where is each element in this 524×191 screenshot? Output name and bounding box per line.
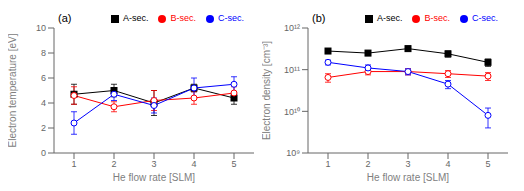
html-text:C-sec.: C-sec. — [218, 13, 244, 23]
html-text:A-sec.: A-sec. — [377, 13, 403, 23]
svg-text:4: 4 — [445, 159, 450, 169]
svg-text:8: 8 — [41, 48, 46, 58]
svg-text:5: 5 — [231, 159, 236, 169]
svg-text:He flow rate [SLM]: He flow rate [SLM] — [113, 172, 195, 183]
html-text:(b): (b) — [312, 12, 326, 24]
svg-text:2: 2 — [365, 159, 370, 169]
svg-text:10¹⁰: 10¹⁰ — [284, 107, 300, 117]
svg-text:5: 5 — [485, 159, 490, 169]
svg-text:2: 2 — [111, 159, 116, 169]
svg-text:10¹²: 10¹² — [284, 23, 300, 33]
svg-text:1: 1 — [71, 159, 76, 169]
svg-text:4: 4 — [191, 159, 196, 169]
html-text:B-sec.: B-sec. — [424, 13, 450, 23]
svg-text:10⁹: 10⁹ — [286, 148, 300, 158]
svg-text:Electron temperature [eV]: Electron temperature [eV] — [8, 33, 18, 147]
svg-text:2: 2 — [41, 123, 46, 133]
svg-text:10¹¹: 10¹¹ — [284, 65, 300, 75]
svg-text:3: 3 — [151, 159, 156, 169]
html-text:A-sec.: A-sec. — [123, 13, 149, 23]
svg-text:4: 4 — [41, 98, 46, 108]
html-text:B-sec.: B-sec. — [170, 13, 196, 23]
html-text:(a): (a) — [58, 12, 72, 24]
html-text:C-sec.: C-sec. — [472, 13, 498, 23]
svg-text:10: 10 — [36, 23, 46, 33]
svg-text:6: 6 — [41, 73, 46, 83]
svg-text:0: 0 — [41, 148, 46, 158]
svg-text:1: 1 — [325, 159, 330, 169]
svg-text:Electron density [cm⁻³]: Electron density [cm⁻³] — [262, 41, 272, 140]
svg-text:He flow rate [SLM]: He flow rate [SLM] — [367, 172, 449, 183]
svg-text:3: 3 — [405, 159, 410, 169]
